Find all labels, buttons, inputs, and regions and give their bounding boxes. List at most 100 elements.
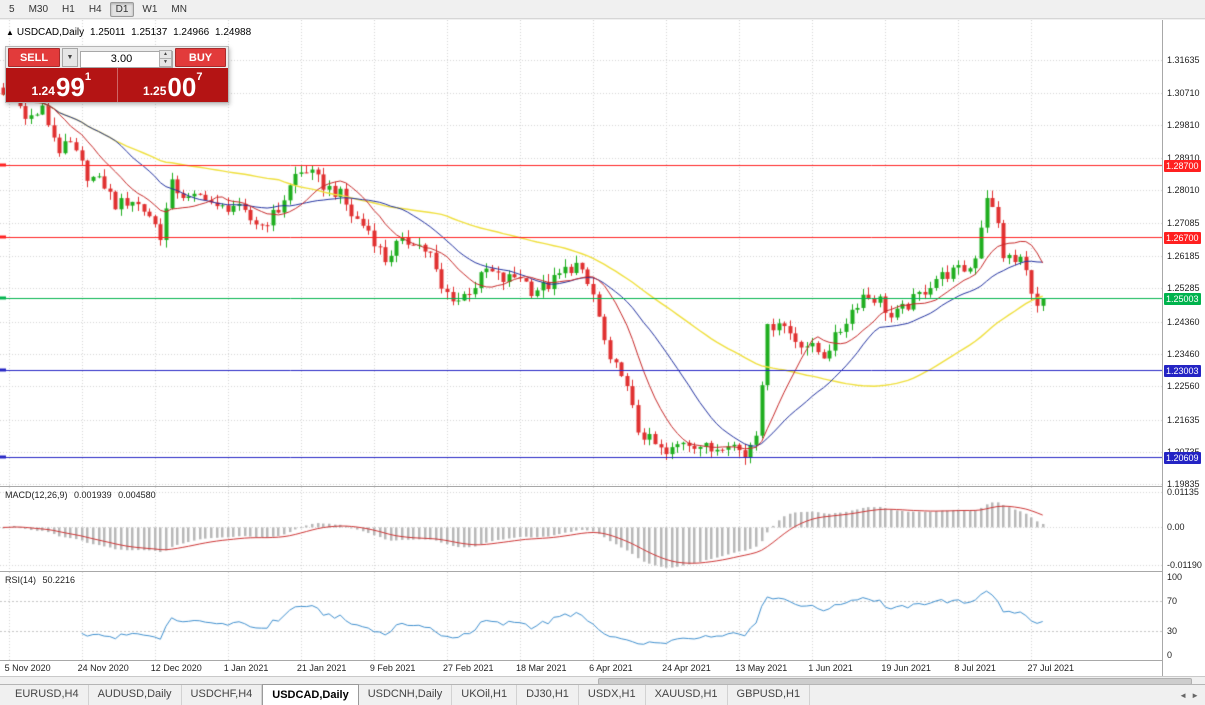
buy-button[interactable]: BUY bbox=[175, 48, 226, 67]
sell-price-pip: 1 bbox=[84, 71, 91, 83]
quote-high: 1.25137 bbox=[131, 27, 168, 38]
price-level-tag: 1.25003 bbox=[1164, 292, 1201, 305]
macd-axis-label: -0.01190 bbox=[1167, 560, 1202, 570]
buy-price-pip: 7 bbox=[196, 71, 203, 83]
tab-scroll-right-icon[interactable]: ► bbox=[1191, 690, 1199, 700]
volume-dropdown-button[interactable]: ▼ bbox=[62, 48, 78, 67]
date-axis-label: 8 Jul 2021 bbox=[954, 663, 996, 673]
rsi-label: RSI(14) 50.2216 bbox=[5, 575, 79, 585]
timeframe-button-MN[interactable]: MN bbox=[171, 3, 187, 15]
price-axis-label: 1.19835 bbox=[1167, 479, 1200, 490]
buy-price-big-digits: 00 bbox=[167, 72, 197, 102]
date-axis-label: 5 Nov 2020 bbox=[4, 663, 51, 673]
date-axis-label: 27 Feb 2021 bbox=[442, 663, 494, 673]
price-axis: 1.31635 1.30710 1.29810 1.28910 1.28010 1.270… bbox=[1163, 20, 1205, 676]
date-axis-label: 19 Jun 2021 bbox=[881, 663, 931, 673]
timeframe-button-5[interactable]: 5 bbox=[9, 3, 15, 15]
sell-button[interactable]: SELL bbox=[8, 48, 60, 67]
rsi-current-value: 50.2216 bbox=[42, 575, 76, 585]
tab-scroll-left-icon[interactable]: ◄ bbox=[1179, 690, 1188, 700]
date-axis: 5 Nov 2020 24 Nov 2020 12 Dec 2020 1 Jan 20… bbox=[0, 661, 1162, 676]
sell-price-big-digits: 99 bbox=[55, 72, 85, 102]
sell-quote[interactable]: 1.24 99 1 bbox=[6, 68, 117, 102]
volume-decrease-button[interactable]: ▼ bbox=[159, 58, 172, 67]
horizontal-scrollbar[interactable] bbox=[0, 676, 1205, 685]
price-axis-label: 1.29810 bbox=[1167, 120, 1200, 131]
macd-current-value: 0.001939 bbox=[74, 490, 112, 500]
date-axis-label: 24 Apr 2021 bbox=[662, 663, 711, 673]
price-level-tag: 1.28700 bbox=[1164, 159, 1201, 172]
quote-divider bbox=[116, 68, 118, 102]
buy-price-prefix: 1.25 bbox=[143, 84, 167, 98]
quote-price-panel: 1.24 99 1 1.25 00 7 bbox=[6, 68, 228, 102]
chevron-down-icon: ▼ bbox=[66, 54, 74, 61]
panel-separator[interactable] bbox=[0, 486, 1205, 487]
rsi-indicator-canvas[interactable] bbox=[0, 572, 1162, 660]
quote-close: 1.24988 bbox=[215, 27, 252, 38]
price-level-tag: 1.20609 bbox=[1164, 451, 1201, 464]
macd-indicator-canvas[interactable] bbox=[0, 487, 1162, 571]
macd-name: MACD(12,26,9) bbox=[5, 490, 68, 500]
macd-axis-label: 0.01135 bbox=[1167, 486, 1199, 497]
chart-title: ▲ USDCAD,Daily 1.25011 1.25137 1.24966 1.… bbox=[6, 27, 254, 38]
price-axis-label: 1.23460 bbox=[1167, 348, 1200, 359]
date-axis-label: 12 Dec 2020 bbox=[150, 663, 202, 673]
price-axis-label: 1.28010 bbox=[1167, 185, 1200, 196]
tab-UKOil-H1[interactable]: UKOil,H1 bbox=[452, 685, 518, 705]
tab-USDX-H1[interactable]: USDX,H1 bbox=[579, 685, 646, 705]
price-axis-label: 1.30710 bbox=[1167, 88, 1200, 99]
rsi-name: RSI(14) bbox=[5, 575, 37, 585]
tab-EURUSD-H4[interactable]: EURUSD,H4 bbox=[6, 685, 89, 705]
tab-USDCNH-Daily[interactable]: USDCNH,Daily bbox=[359, 685, 453, 705]
quote-low: 1.24966 bbox=[173, 27, 210, 38]
timeframe-button-H1[interactable]: H1 bbox=[62, 3, 75, 15]
macd-axis-label: 0.00 bbox=[1167, 522, 1185, 533]
timeframe-button-M30[interactable]: M30 bbox=[28, 3, 49, 15]
price-axis-label: 1.28910 bbox=[1167, 152, 1200, 163]
price-axis-label: 1.22560 bbox=[1167, 381, 1200, 392]
timeframe-button-W1[interactable]: W1 bbox=[142, 3, 158, 15]
tab-DJ30-H1[interactable]: DJ30,H1 bbox=[517, 685, 579, 705]
symbol-direction-icon: ▲ bbox=[6, 28, 14, 37]
chart-tab-bar: EURUSD,H4 AUDUSD,Daily USDCHF,H4 USDCAD,Dai… bbox=[0, 684, 1205, 705]
date-axis-label: 6 Apr 2021 bbox=[589, 663, 633, 673]
chart-window: ▲ USDCAD,Daily 1.25011 1.25137 1.24966 1.… bbox=[0, 20, 1205, 676]
sell-price-prefix: 1.24 bbox=[31, 84, 55, 98]
buy-quote[interactable]: 1.25 00 7 bbox=[118, 68, 229, 102]
panel-separator bbox=[0, 660, 1205, 661]
tab-AUDUSD-Daily[interactable]: AUDUSD,Daily bbox=[89, 685, 182, 705]
date-axis-label: 1 Jan 2021 bbox=[223, 663, 269, 673]
timeframe-toolbar: 5 M30 H1 H4 D1 W1 MN bbox=[0, 0, 1205, 19]
tab-XAUUSD-H1[interactable]: XAUUSD,H1 bbox=[646, 685, 728, 705]
date-axis-label: 1 Jun 2021 bbox=[808, 663, 853, 673]
quote-open: 1.25011 bbox=[89, 27, 126, 38]
chart-symbol: USDCAD,Daily bbox=[16, 27, 85, 38]
tab-GBPUSD-H1[interactable]: GBPUSD,H1 bbox=[728, 685, 811, 705]
rsi-axis-label: 0 bbox=[1167, 649, 1173, 660]
spin-down-icon: ▼ bbox=[163, 59, 168, 65]
price-axis-label: 1.21635 bbox=[1167, 414, 1200, 425]
date-axis-label: 27 Jul 2021 bbox=[1027, 663, 1074, 673]
tab-USDCHF-H4[interactable]: USDCHF,H4 bbox=[182, 685, 263, 705]
macd-label: MACD(12,26,9) 0.001939 0.004580 bbox=[5, 490, 160, 500]
date-axis-label: 9 Feb 2021 bbox=[369, 663, 416, 673]
rsi-axis-label: 30 bbox=[1167, 626, 1178, 637]
price-level-tag: 1.26700 bbox=[1164, 231, 1201, 244]
spin-up-icon: ▲ bbox=[163, 51, 168, 57]
rsi-axis-label: 100 bbox=[1167, 572, 1183, 583]
price-axis-border bbox=[1162, 20, 1163, 676]
price-axis-label: 1.24360 bbox=[1167, 316, 1200, 327]
timeframe-button-H4[interactable]: H4 bbox=[88, 3, 102, 15]
panel-separator[interactable] bbox=[0, 571, 1205, 572]
timeframe-button-D1[interactable]: D1 bbox=[109, 1, 135, 17]
price-axis-label: 1.27085 bbox=[1167, 218, 1200, 229]
price-level-tag: 1.23003 bbox=[1164, 364, 1201, 377]
date-axis-label: 18 Mar 2021 bbox=[516, 663, 567, 673]
volume-input[interactable] bbox=[80, 50, 173, 68]
one-click-trade-panel: SELL ▼ ▲ ▼ BUY 1.24 99 1 1.25 00 bbox=[5, 46, 229, 103]
price-axis-label: 1.25285 bbox=[1167, 283, 1200, 294]
rsi-axis-label: 70 bbox=[1167, 595, 1178, 606]
date-axis-label: 13 May 2021 bbox=[735, 663, 788, 673]
tab-USDCAD-Daily[interactable]: USDCAD,Daily bbox=[262, 684, 359, 705]
date-axis-label: 21 Jan 2021 bbox=[296, 663, 347, 673]
